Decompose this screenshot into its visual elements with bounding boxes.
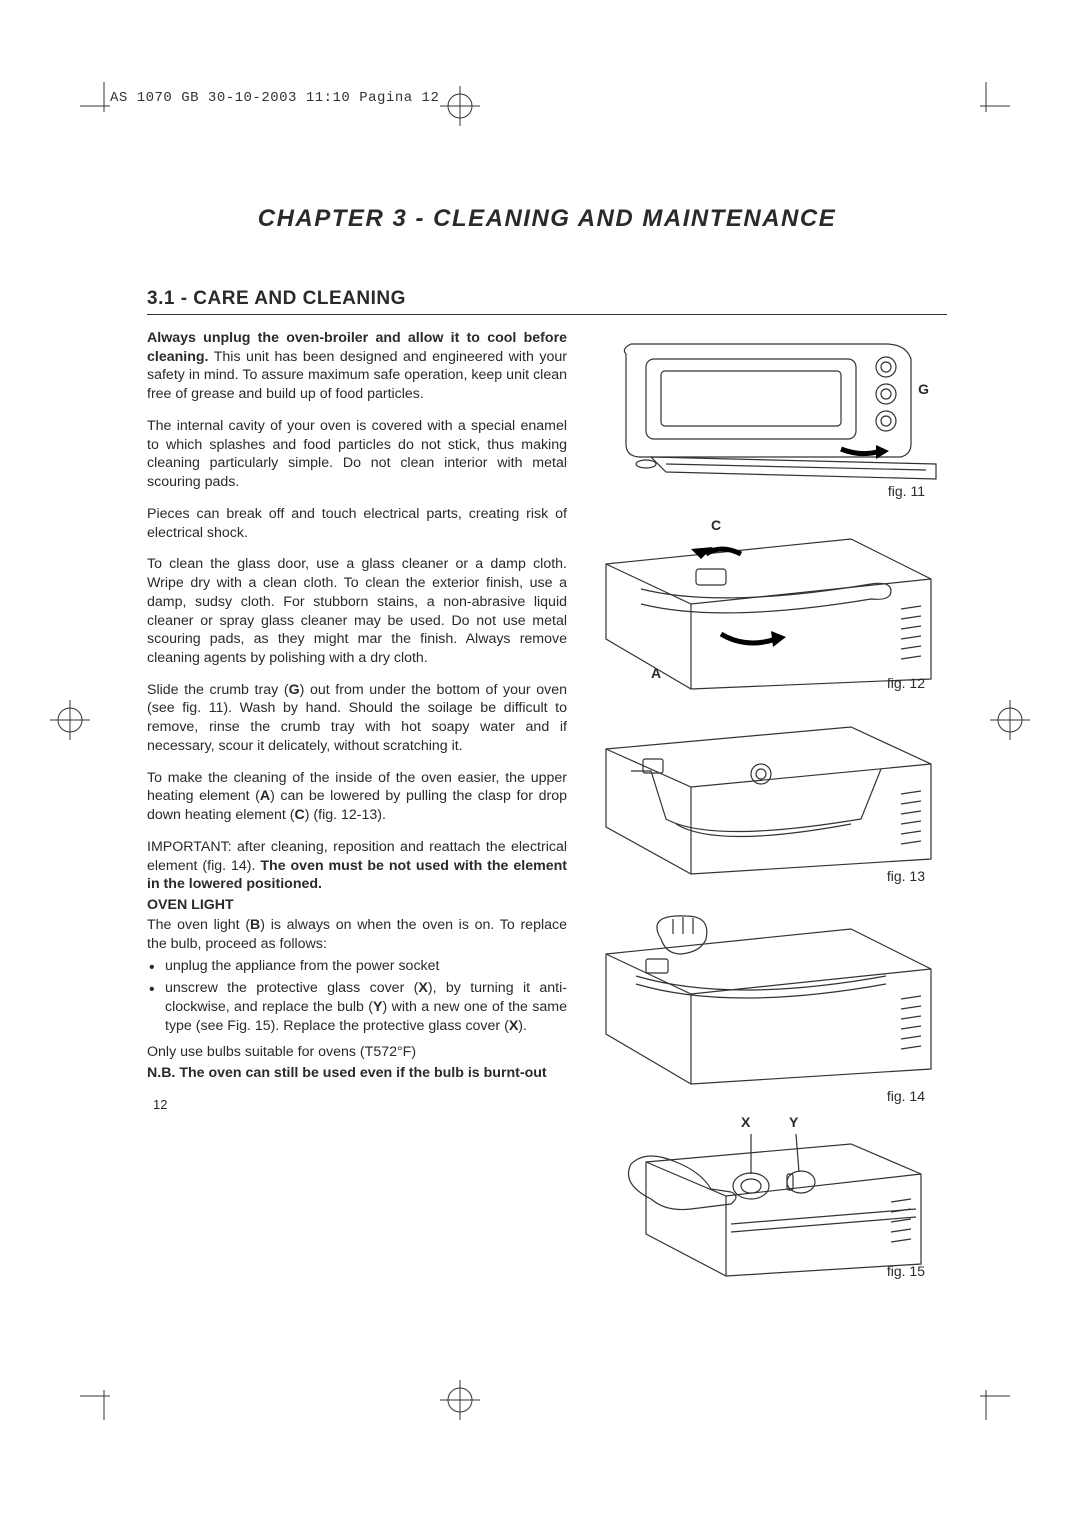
paragraph-3: Pieces can break off and touch electrica…	[147, 505, 567, 542]
para1-rest: This unit has been designed and engineer…	[147, 349, 567, 402]
fig12-caption: fig. 12	[887, 675, 925, 691]
crop-tick-bl	[80, 1390, 110, 1420]
content-area: CHAPTER 3 - CLEANING AND MAINTENANCE 3.1…	[147, 205, 947, 1289]
crop-mark-left	[50, 700, 90, 740]
crop-tick-tr	[980, 82, 1010, 112]
two-column-layout: Always unplug the oven-broiler and allow…	[147, 329, 947, 1289]
text-column: Always unplug the oven-broiler and allow…	[147, 329, 567, 1289]
fig15-label-x: X	[741, 1114, 750, 1130]
crop-mark-right	[990, 700, 1030, 740]
figure-11: G fig. 11	[591, 329, 947, 499]
fig12-label-a: A	[651, 665, 661, 681]
paragraph-4: To clean the glass door, use a glass cle…	[147, 555, 567, 667]
fig15-label-y: Y	[789, 1114, 798, 1130]
page-number: 12	[153, 1096, 567, 1113]
fig11-caption: fig. 11	[888, 483, 925, 499]
paragraph-10: N.B. The oven can still be used even if …	[147, 1064, 567, 1083]
paragraph-8: The oven light (B) is always on when the…	[147, 916, 567, 953]
fig12-label-c: C	[711, 517, 721, 533]
figure-14: fig. 14	[591, 904, 947, 1104]
page: AS 1070 GB 30-10-2003 11:10 Pagina 12 CH…	[0, 0, 1080, 1528]
paragraph-2: The internal cavity of your oven is cove…	[147, 417, 567, 492]
oven-light-heading: OVEN LIGHT	[147, 896, 567, 915]
oven-fig14-icon	[591, 904, 947, 1104]
bullet-list: unplug the appliance from the power sock…	[147, 957, 567, 1035]
bullet-1: unplug the appliance from the power sock…	[147, 957, 567, 976]
paragraph-1: Always unplug the oven-broiler and allow…	[147, 329, 567, 404]
fig11-label-g: G	[918, 381, 929, 397]
figure-column: G fig. 11	[591, 329, 947, 1289]
fig15-caption: fig. 15	[887, 1263, 925, 1279]
crop-mark-bottom	[440, 1380, 480, 1420]
fig13-caption: fig. 13	[887, 868, 925, 884]
paragraph-9: Only use bulbs suitable for ovens (T572°…	[147, 1043, 567, 1062]
figure-13: fig. 13	[591, 709, 947, 884]
oven-fig12-icon	[591, 509, 947, 699]
oven-fig15-icon	[591, 1114, 947, 1279]
section-rule	[147, 314, 947, 315]
oven-fig13-icon	[591, 709, 947, 884]
print-meta-header: AS 1070 GB 30-10-2003 11:10 Pagina 12	[110, 90, 439, 106]
paragraph-5: Slide the crumb tray (G) out from under …	[147, 681, 567, 756]
oven-fig11-icon	[591, 329, 947, 499]
figure-12: C A fig. 12	[591, 509, 947, 699]
paragraph-7: IMPORTANT: after cleaning, reposition an…	[147, 838, 567, 894]
figure-15: X Y fig. 15	[591, 1114, 947, 1279]
crop-tick-br	[980, 1390, 1010, 1420]
section-title: 3.1 - CARE AND CLEANING	[147, 288, 947, 310]
chapter-title: CHAPTER 3 - CLEANING AND MAINTENANCE	[147, 205, 947, 233]
paragraph-6: To make the cleaning of the inside of th…	[147, 769, 567, 825]
crop-mark-top	[440, 86, 480, 126]
bullet-2: unscrew the protective glass cover (X), …	[147, 979, 567, 1035]
fig14-caption: fig. 14	[887, 1088, 925, 1104]
crop-tick-tl	[80, 82, 110, 112]
